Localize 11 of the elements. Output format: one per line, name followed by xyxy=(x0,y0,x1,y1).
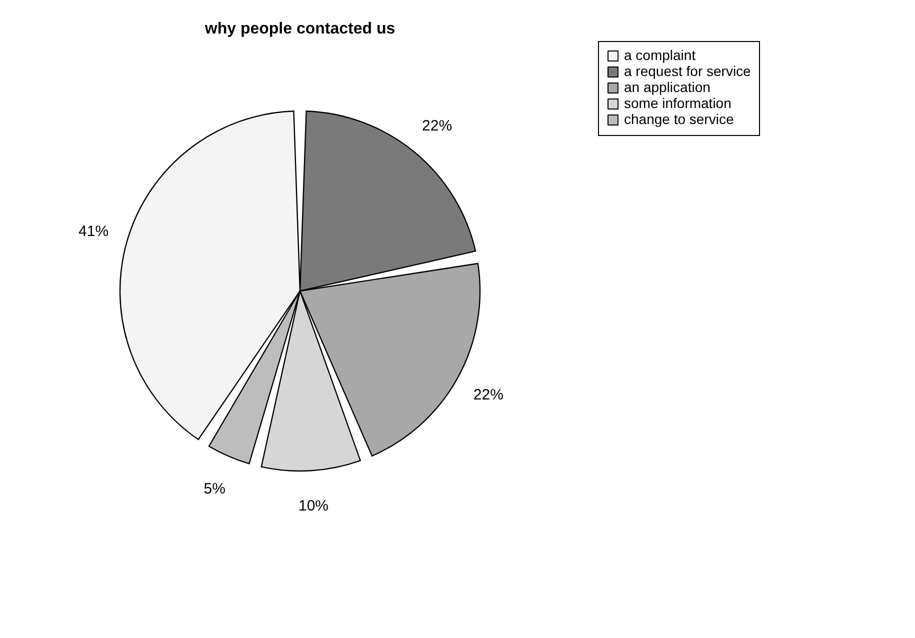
data-label: 41% xyxy=(78,223,109,240)
data-label: 5% xyxy=(204,480,226,498)
data-label: 10% xyxy=(298,498,329,515)
legend-label: some information xyxy=(624,95,732,111)
legend-label: a complaint xyxy=(624,47,696,63)
legend-label: a request for service xyxy=(624,63,752,79)
data-label: 22% xyxy=(422,117,452,134)
chart-title: why people contacted us xyxy=(204,20,396,38)
legend-label: change to service xyxy=(624,111,734,127)
data-label: 22% xyxy=(473,386,504,404)
legend-label: an application xyxy=(624,79,710,95)
